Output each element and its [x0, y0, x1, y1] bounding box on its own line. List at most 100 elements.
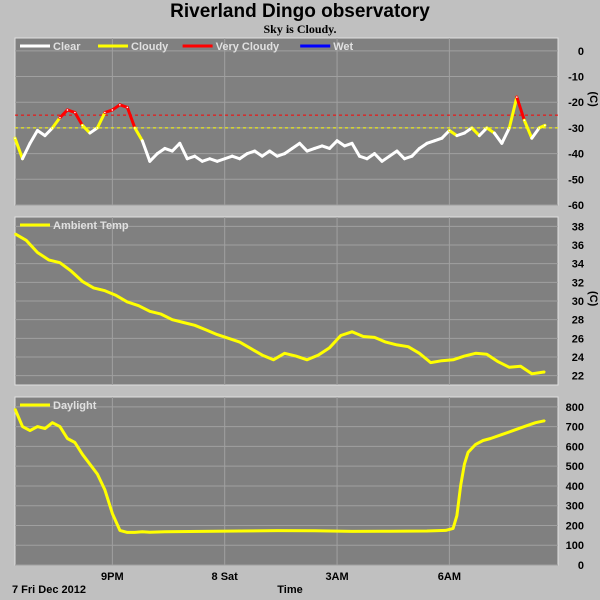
data-point	[388, 530, 391, 533]
data-point	[482, 439, 484, 442]
series-segment	[20, 141, 32, 161]
data-point	[516, 96, 518, 98]
data-point	[456, 514, 458, 517]
series-segment	[387, 149, 399, 158]
data-point	[306, 150, 308, 152]
data-point	[14, 233, 16, 235]
y-tick-label: 38	[572, 221, 584, 233]
date-label: 7 Fri Dec 2012	[12, 584, 86, 596]
data-point	[429, 361, 432, 364]
series-segment	[253, 149, 264, 158]
data-point	[474, 443, 477, 446]
data-point	[111, 109, 114, 111]
data-point	[201, 160, 204, 163]
series-line	[14, 232, 546, 376]
data-point	[89, 132, 91, 134]
data-point	[126, 301, 129, 303]
y-tick-label: 26	[572, 333, 584, 345]
series-segment	[462, 126, 474, 135]
data-point	[276, 155, 278, 157]
data-point	[538, 127, 541, 129]
series-segment	[178, 141, 189, 161]
data-point	[448, 129, 451, 132]
data-point	[119, 529, 121, 532]
legend-label: Clear	[53, 41, 81, 53]
data-point	[92, 287, 95, 289]
series-segment	[350, 141, 362, 158]
data-point	[396, 150, 398, 152]
series-segment	[283, 146, 294, 156]
data-point	[411, 155, 413, 157]
y-tick-label: 0	[578, 46, 584, 58]
series-segment	[522, 118, 534, 140]
series-segment	[238, 152, 249, 161]
data-point	[250, 347, 252, 350]
data-point	[246, 152, 248, 155]
y-tick-label: -10	[568, 72, 584, 84]
data-point	[456, 134, 458, 137]
x-axis-ticks: 9PM 8 Sat 3AM 6AM	[101, 571, 461, 583]
data-point	[126, 106, 129, 109]
series-segment	[417, 141, 429, 150]
data-point	[478, 134, 481, 137]
data-point	[544, 124, 546, 127]
series-segment	[80, 123, 92, 135]
data-point	[426, 530, 428, 532]
data-point	[358, 155, 361, 157]
data-point	[433, 139, 436, 142]
data-point	[29, 142, 31, 145]
data-point	[313, 530, 316, 532]
data-point	[508, 366, 511, 369]
data-point	[104, 289, 106, 292]
data-point	[501, 433, 503, 436]
y-tick-label: 22	[572, 371, 584, 383]
data-point	[44, 134, 46, 137]
data-point	[126, 531, 129, 534]
data-point	[163, 147, 166, 150]
data-point	[47, 259, 50, 261]
data-point	[317, 354, 320, 356]
legend-label: Very Cloudy	[216, 41, 280, 53]
data-point	[523, 119, 526, 122]
data-point	[66, 109, 69, 111]
series-segment	[260, 149, 272, 158]
data-point	[182, 321, 185, 324]
data-point	[459, 485, 462, 487]
series-segment	[148, 152, 159, 163]
series-segment	[140, 139, 152, 163]
y-tick-label: 0	[578, 560, 584, 572]
data-point	[231, 155, 233, 157]
data-point	[283, 352, 286, 355]
data-point	[362, 335, 365, 338]
data-point	[291, 147, 293, 150]
data-point	[396, 344, 398, 346]
data-point	[171, 150, 174, 152]
series-segment	[380, 154, 391, 163]
y-tick-label: 100	[566, 540, 584, 552]
series-segment	[170, 141, 182, 153]
data-point	[486, 353, 488, 356]
legend-label: Ambient Temp	[53, 220, 129, 232]
unit-label: (C)	[587, 291, 599, 307]
x-tick-label: 9PM	[101, 571, 124, 583]
data-point	[313, 147, 316, 150]
data-point	[403, 157, 406, 160]
data-point	[467, 451, 469, 454]
data-point	[519, 365, 522, 368]
series-segment	[492, 131, 504, 145]
data-point	[134, 127, 136, 129]
data-point	[388, 155, 391, 157]
data-point	[81, 124, 84, 127]
data-point	[14, 137, 16, 139]
data-point	[253, 150, 256, 152]
data-point	[340, 334, 342, 337]
y-tick-label: 200	[566, 520, 584, 532]
legend-label: Daylight	[53, 400, 97, 412]
data-point	[452, 359, 454, 361]
data-point	[81, 453, 84, 456]
data-point	[59, 261, 61, 264]
data-point	[261, 354, 263, 356]
data-point	[149, 531, 151, 533]
data-point	[343, 145, 346, 147]
